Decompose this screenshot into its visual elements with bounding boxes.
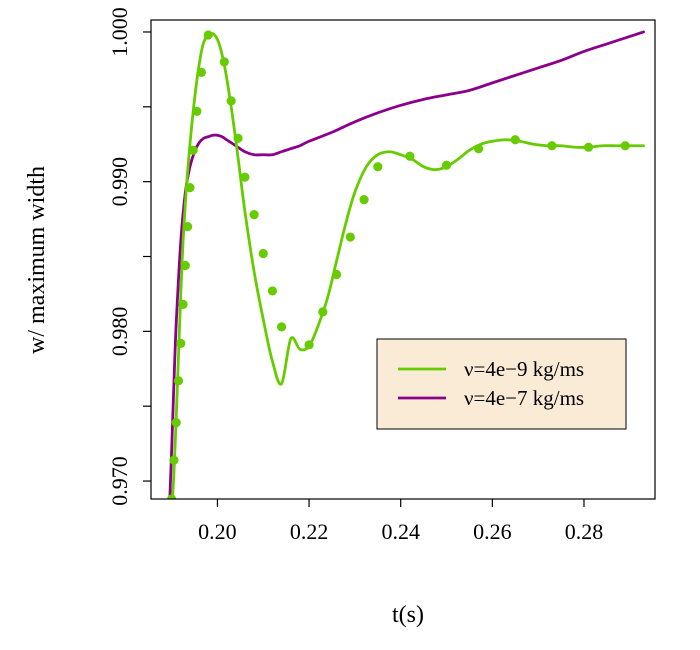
series-line-2 bbox=[168, 30, 645, 499]
x-tick-label: 0.22 bbox=[290, 519, 329, 544]
series-1-point bbox=[258, 248, 268, 259]
series-1-point bbox=[547, 141, 557, 151]
series-1-point bbox=[359, 195, 369, 205]
y-tick-label: 1.000 bbox=[107, 7, 132, 57]
series-1-point bbox=[441, 160, 452, 170]
x-tick-label: 0.20 bbox=[198, 519, 237, 544]
series-1-point bbox=[180, 260, 190, 271]
plot-frame bbox=[150, 19, 656, 500]
series-1-point bbox=[176, 338, 186, 348]
series-1-point bbox=[318, 307, 328, 317]
series-1-point bbox=[185, 183, 195, 193]
series-1-point bbox=[233, 133, 243, 143]
series-1-point bbox=[267, 286, 278, 296]
series-1-point bbox=[331, 269, 342, 280]
y-tick-label: 0.980 bbox=[107, 307, 132, 357]
series-1-point bbox=[510, 135, 520, 145]
x-axis: 0.20 0.22 0.24 0.26 0.28 bbox=[198, 499, 603, 544]
legend-label-series-2: ν=4e−7 kg/ms bbox=[464, 386, 584, 410]
series-1-point bbox=[405, 151, 415, 161]
series-1-point bbox=[276, 322, 287, 332]
x-axis-title: t(s) bbox=[392, 602, 424, 628]
series-1-point bbox=[474, 144, 484, 154]
series-1-point bbox=[345, 232, 355, 242]
x-tick-label: 0.28 bbox=[565, 519, 604, 544]
series-1-point bbox=[171, 418, 181, 428]
series-1-point bbox=[188, 145, 198, 155]
series-1-point bbox=[304, 340, 314, 350]
y-axis-title: w/ maximum width bbox=[24, 166, 50, 354]
series-1-point bbox=[173, 376, 184, 386]
series-1-point bbox=[178, 299, 188, 310]
series-1-point bbox=[169, 455, 179, 465]
y-axis: 0.970 0.980 0.990 1.000 bbox=[107, 7, 151, 506]
series-1-point bbox=[240, 172, 250, 182]
series-1-point bbox=[183, 221, 193, 232]
series-1-point bbox=[219, 57, 229, 67]
legend: ν=4e−9 kg/ms ν=4e−7 kg/ms bbox=[376, 338, 627, 430]
x-tick-label: 0.24 bbox=[381, 519, 420, 544]
series-1-point bbox=[226, 96, 236, 106]
series-1-point bbox=[583, 142, 594, 152]
y-tick-label: 0.990 bbox=[107, 157, 132, 207]
series-1-point bbox=[249, 209, 259, 220]
series-line-1 bbox=[171, 31, 645, 499]
x-tick-label: 0.26 bbox=[473, 519, 512, 544]
series-1-point bbox=[203, 30, 213, 40]
series-1-point bbox=[196, 67, 206, 77]
y-tick-label: 0.970 bbox=[107, 456, 132, 506]
series-1-point bbox=[167, 494, 177, 499]
legend-box bbox=[376, 338, 627, 430]
legend-label-series-1: ν=4e−9 kg/ms bbox=[464, 357, 584, 381]
series-1-point bbox=[620, 141, 630, 151]
series-layer bbox=[167, 30, 645, 499]
series-1-point bbox=[192, 106, 202, 116]
series-1-point bbox=[373, 162, 383, 172]
